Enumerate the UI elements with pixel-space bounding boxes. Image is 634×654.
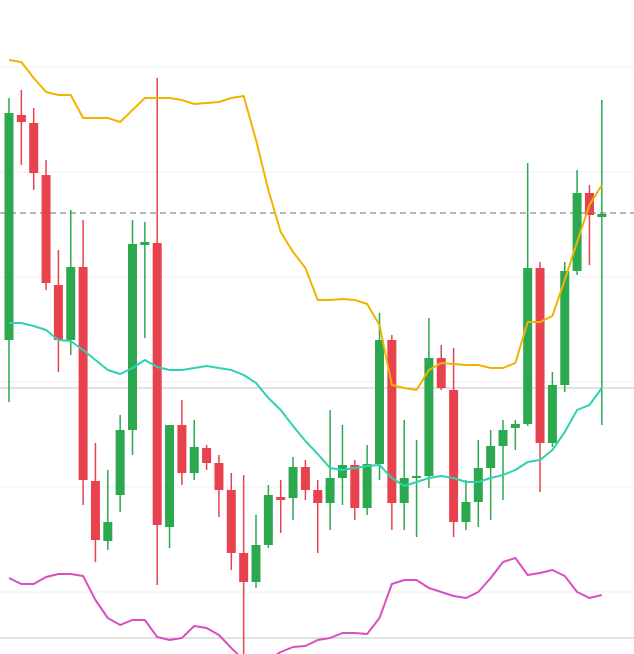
candle-body	[189, 447, 199, 473]
candle-body	[387, 340, 397, 503]
candle-body	[276, 497, 286, 500]
candle-body	[128, 244, 137, 430]
candle-body	[461, 502, 471, 522]
candle-body	[263, 495, 273, 545]
candle-body	[226, 490, 236, 553]
candle-body	[350, 465, 360, 508]
candle-body	[115, 430, 125, 495]
indicator-line	[8, 59, 603, 391]
candle-body	[202, 448, 212, 463]
indicator-line	[8, 557, 603, 654]
candle-body	[90, 481, 100, 540]
candle-body	[288, 467, 298, 498]
candle-body	[313, 490, 323, 503]
candle-body	[399, 478, 409, 503]
candle-body	[362, 464, 372, 508]
candle-body	[486, 446, 496, 468]
candle-body	[523, 268, 533, 424]
candle-body	[66, 267, 76, 340]
candle-body	[597, 214, 607, 217]
candle-body	[325, 478, 335, 503]
candle-body	[424, 358, 434, 476]
candle-body	[300, 467, 310, 490]
candle-body	[547, 385, 557, 443]
candle-body	[41, 175, 51, 283]
candle-body	[16, 115, 26, 122]
candle-body	[214, 463, 224, 490]
candle-body	[53, 285, 63, 340]
candle-body	[498, 430, 508, 446]
candle-body	[560, 271, 570, 385]
indicator-line	[9, 322, 603, 487]
candle-body	[29, 123, 39, 173]
candle-body	[412, 476, 422, 478]
candle-body	[436, 358, 446, 388]
candle-body	[78, 267, 88, 480]
candle-body	[251, 545, 261, 582]
candle-body	[165, 425, 175, 527]
candle-body	[152, 243, 162, 525]
candle-body	[572, 193, 582, 271]
candle-body	[239, 553, 249, 582]
candle-body	[473, 468, 483, 502]
candle-body	[140, 242, 150, 245]
candle-body	[375, 340, 384, 464]
candle-body	[449, 390, 459, 522]
candle-body	[177, 425, 187, 473]
candle-body	[535, 268, 545, 443]
candle-body	[510, 424, 520, 428]
candle-body	[103, 522, 113, 541]
candle-body	[337, 465, 347, 478]
candle-body	[4, 113, 14, 340]
